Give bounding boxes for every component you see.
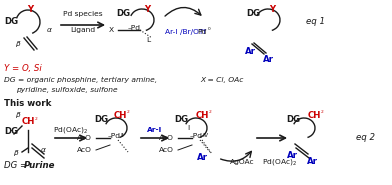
Text: Ligand: Ligand (71, 27, 96, 33)
Text: CH: CH (114, 110, 127, 120)
Text: Purine: Purine (24, 161, 56, 169)
Text: DG: DG (174, 115, 188, 125)
Text: $\alpha$: $\alpha$ (40, 146, 47, 154)
Text: X: X (109, 27, 114, 33)
Text: Pd: Pd (197, 29, 206, 35)
Text: DG: DG (94, 115, 108, 125)
Text: CH: CH (22, 117, 35, 127)
Text: $\alpha$: $\alpha$ (46, 26, 53, 34)
Text: –Pd: –Pd (190, 133, 203, 139)
Text: L: L (146, 37, 150, 43)
Text: DG = organic phosphine, tertiary amine,: DG = organic phosphine, tertiary amine, (4, 77, 157, 83)
Text: AgOAc: AgOAc (230, 159, 255, 165)
Text: Ar: Ar (287, 152, 298, 161)
Text: $_2$: $_2$ (320, 108, 325, 116)
Text: This work: This work (4, 98, 51, 107)
Text: X = Cl, OAc: X = Cl, OAc (200, 77, 243, 83)
Text: pyridine, sulfoxide, sulfone: pyridine, sulfoxide, sulfone (16, 87, 118, 93)
Text: DG =: DG = (4, 161, 30, 169)
Text: Ar: Ar (263, 56, 274, 65)
Text: Y = O, Si: Y = O, Si (4, 63, 42, 73)
Text: II: II (120, 133, 124, 138)
Text: $\beta$: $\beta$ (13, 148, 19, 158)
Text: Y: Y (27, 6, 33, 14)
Text: Y: Y (269, 6, 275, 14)
Text: Ar-I /Br/OTf: Ar-I /Br/OTf (165, 29, 206, 35)
Text: eq 2: eq 2 (356, 134, 375, 142)
Text: Y: Y (144, 6, 150, 14)
Text: $_2$: $_2$ (34, 115, 38, 123)
Text: DG: DG (286, 115, 300, 125)
Text: Pd species: Pd species (63, 11, 103, 17)
Text: eq 1: eq 1 (306, 18, 325, 26)
Text: $_2$: $_2$ (208, 108, 212, 116)
Text: –Pd: –Pd (128, 25, 141, 31)
Text: AcO: AcO (159, 135, 174, 141)
Text: $^0$: $^0$ (207, 26, 211, 32)
Text: IV: IV (202, 133, 208, 138)
Text: $\beta$: $\beta$ (15, 110, 21, 120)
Text: Pd(OAc)$_2$: Pd(OAc)$_2$ (262, 157, 297, 167)
Text: $_2$: $_2$ (126, 108, 131, 116)
Text: Ar-I: Ar-I (147, 127, 163, 133)
Text: Ar: Ar (196, 154, 207, 162)
Text: Ar: Ar (245, 48, 256, 56)
Text: DG: DG (246, 9, 260, 18)
Text: –Pd: –Pd (108, 133, 121, 139)
Text: DG: DG (4, 127, 18, 137)
Text: AcO: AcO (77, 147, 92, 153)
Text: Pd(OAc)$_2$: Pd(OAc)$_2$ (53, 125, 89, 135)
Text: AcO: AcO (77, 135, 92, 141)
Text: CH: CH (196, 110, 209, 120)
Text: I: I (187, 125, 189, 131)
Text: DG: DG (4, 18, 18, 26)
Text: $\beta$: $\beta$ (15, 39, 21, 49)
Text: AcO: AcO (159, 147, 174, 153)
Text: CH: CH (308, 110, 321, 120)
Text: Ar: Ar (307, 157, 318, 166)
Text: DG: DG (116, 9, 130, 18)
